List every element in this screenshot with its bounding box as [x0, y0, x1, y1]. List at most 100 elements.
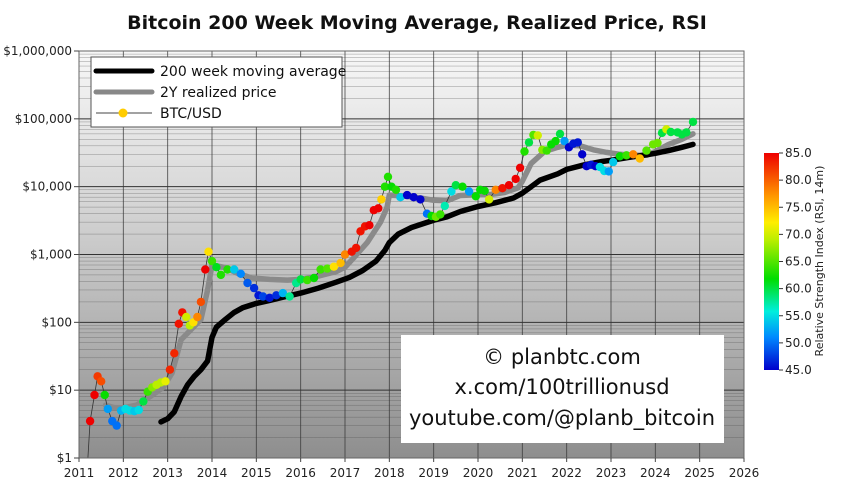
watermark-line-2: x.com/100trillionusd	[454, 375, 669, 399]
btcusd-point	[161, 377, 170, 386]
btcusd-point	[97, 377, 106, 386]
x-tick-label: 2024	[640, 466, 671, 480]
btcusd-point	[480, 186, 489, 195]
btcusd-point	[265, 293, 274, 302]
btcusd-point	[377, 195, 386, 204]
btcusd-point	[504, 181, 514, 190]
colorbar-tick-label: 70.0	[785, 227, 812, 241]
btcusd-point	[303, 275, 312, 285]
colorbar-ticks: 45.0 50.0 55.0 60.0 65.0 70.0 75.0 80.0 85.0	[779, 146, 812, 377]
btcusd-point	[491, 185, 500, 194]
x-tick-label: 2026	[729, 466, 760, 480]
btcusd-point	[666, 127, 675, 137]
btcusd-point	[207, 256, 217, 266]
btcusd-point	[498, 184, 507, 193]
btcusd-point	[196, 297, 206, 307]
y-tick-label: $100	[41, 315, 72, 329]
btcusd-point	[243, 278, 252, 288]
series-layer	[85, 117, 698, 458]
btcusd-point	[90, 390, 99, 400]
btcusd-point	[451, 181, 460, 190]
btcusd-point	[139, 397, 148, 406]
btcusd-point	[316, 265, 325, 274]
btcusd-point	[578, 150, 587, 159]
btcusd-point	[560, 136, 569, 146]
x-tick-label: 2016	[285, 466, 316, 480]
btcusd-point	[511, 174, 520, 184]
y-tick-label: $1	[57, 451, 72, 465]
btcusd-point	[85, 416, 95, 426]
y-tick-label: $10,000	[22, 180, 72, 194]
btcusd-point	[551, 136, 560, 146]
x-tick-label: 2025	[684, 466, 715, 480]
x-tick-label: 2017	[330, 466, 361, 480]
btcusd-point	[471, 192, 480, 201]
btcusd-point	[112, 421, 121, 430]
axis-labels: 2011 2012 2013 2014 2015 2016 2017 2018 2019 2020…	[3, 44, 759, 480]
btcusd-point	[653, 138, 662, 148]
colorbar-tick-label: 60.0	[785, 282, 812, 296]
legend: 200 week moving average 2Y realized pric…	[90, 56, 346, 128]
btcusd-point	[383, 172, 393, 181]
btcusd-point	[323, 264, 332, 273]
colorbar: 45.0 50.0 55.0 60.0 65.0 70.0 75.0 80.0 85.0 Rel…	[764, 146, 826, 377]
btcusd-point	[193, 312, 202, 322]
watermark-line-1: © planbtc.com	[483, 345, 641, 369]
btcusd-point	[396, 193, 405, 202]
btcusd-point	[204, 247, 213, 256]
btcusd-point	[258, 292, 268, 301]
y-tick-label: $100,000	[15, 112, 72, 126]
chart-title: Bitcoin 200 Week Moving Average, Realize…	[127, 12, 707, 34]
btcusd-point	[458, 182, 467, 191]
x-tick-label: 2014	[197, 466, 228, 480]
btcusd-point	[351, 243, 361, 253]
btcusd-point	[484, 195, 494, 204]
legend-marker-btcusd	[118, 108, 128, 118]
x-tick-label: 2015	[241, 466, 272, 480]
btcusd-point	[230, 265, 239, 274]
x-tick-label: 2021	[507, 466, 538, 480]
x-tick-label: 2011	[64, 466, 95, 480]
btcusd-point	[380, 182, 390, 191]
btcusd-point	[249, 283, 259, 293]
y-tick-label: $1,000	[30, 248, 72, 262]
watermark-box	[401, 335, 724, 443]
btcusd-point	[340, 250, 350, 259]
btcusd-point	[604, 167, 613, 176]
legend-label-realized: 2Y realized price	[160, 85, 276, 101]
btcusd-point	[447, 187, 456, 196]
btcusd-point	[309, 273, 319, 283]
btcusd-point	[533, 131, 542, 140]
btcusd-point	[182, 312, 191, 322]
btcusd-point	[615, 152, 625, 161]
btcusd-point	[365, 221, 374, 230]
legend-label-btcusd: BTC/USD	[160, 106, 222, 122]
x-tick-label: 2020	[463, 466, 494, 480]
btcusd-point	[336, 258, 345, 268]
btcusd-point	[555, 129, 565, 139]
btcusd-point	[296, 275, 305, 284]
btcusd-point	[642, 146, 651, 155]
btcusd-point	[409, 193, 418, 202]
colorbar-tick-label: 45.0	[785, 363, 812, 377]
btcusd-point	[515, 163, 525, 172]
colorbar-tick-label: 85.0	[785, 146, 812, 160]
colorbar-tick-label: 80.0	[785, 173, 812, 187]
btcusd-point	[212, 263, 221, 272]
x-tick-label: 2018	[374, 466, 405, 480]
btcusd-point	[416, 195, 425, 204]
btcusd-point	[440, 201, 449, 211]
btcusd-point	[622, 151, 631, 160]
btcusd-point	[402, 190, 412, 200]
btcusd-point	[201, 265, 210, 274]
btcusd-point	[285, 292, 294, 301]
btcusd-point	[174, 319, 183, 328]
btcusd-point	[436, 210, 445, 219]
btcusd-point	[464, 187, 474, 196]
x-tick-label: 2022	[551, 466, 582, 480]
colorbar-tick-label: 65.0	[785, 255, 812, 269]
colorbar-tick-label: 55.0	[785, 309, 812, 323]
colorbar-tick-label: 50.0	[785, 336, 812, 350]
btcusd-point	[278, 288, 288, 298]
